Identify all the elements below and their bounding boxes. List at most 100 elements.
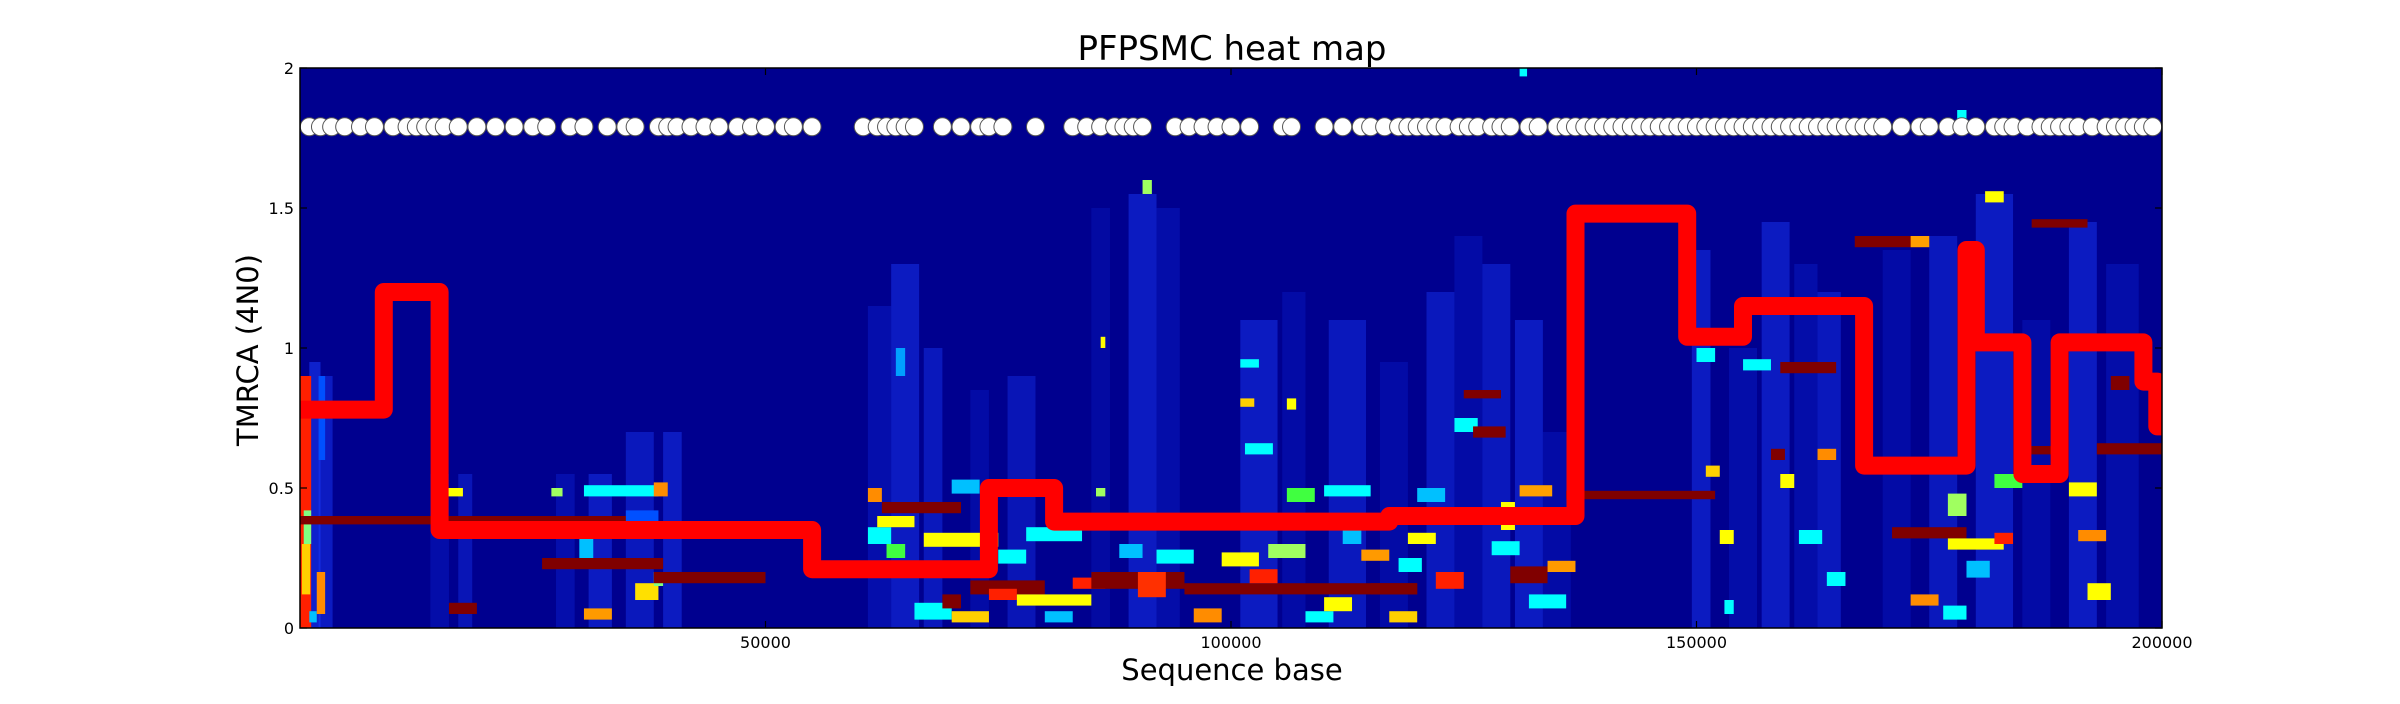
heatmap-cell <box>1096 488 1106 497</box>
heatmap-cell <box>1142 180 1152 194</box>
heatmap-cell <box>1342 530 1362 544</box>
x-axis-label: Sequence base <box>1121 653 1342 687</box>
site-marker <box>1500 117 1520 137</box>
heatmap-cell <box>1966 560 1990 578</box>
heatmap-cell <box>2110 376 2130 390</box>
x-tick-label: 150000 <box>1666 633 1727 652</box>
x-tick-label: 50000 <box>740 633 791 652</box>
heatmap-streak <box>923 348 943 628</box>
heatmap-cell <box>2087 583 2111 600</box>
site-marker <box>504 117 524 137</box>
heatmap-cell <box>542 558 664 570</box>
heatmap-cell <box>1389 611 1418 623</box>
site-marker <box>1966 117 1986 137</box>
heatmap-streak <box>1328 320 1366 628</box>
heatmap-cell <box>1361 549 1390 561</box>
heatmap-cell <box>1305 611 1334 623</box>
heatmap-cell <box>653 572 766 584</box>
heatmap-cell <box>1072 577 1106 589</box>
heatmap-cell <box>1286 398 1297 410</box>
site-marker <box>1873 117 1893 137</box>
heatmap-cell <box>2031 219 2088 228</box>
heatmap-cell <box>1370 583 1418 595</box>
heatmap-cell <box>316 572 326 614</box>
site-marker <box>1528 117 1548 137</box>
heatmap-cell <box>1221 552 1259 567</box>
site-marker <box>904 117 924 137</box>
heatmap-cell <box>1268 544 1306 558</box>
heatmap-streak <box>2068 222 2097 628</box>
heatmap-cell <box>579 538 594 558</box>
heatmap-streak <box>1882 250 1911 628</box>
site-marker <box>2143 117 2162 137</box>
heatmap-cell <box>1947 538 2004 550</box>
site-marker <box>756 117 775 137</box>
heatmap-cell <box>1547 560 1576 572</box>
site-marker <box>1240 117 1260 137</box>
heatmap-cell <box>1119 544 1143 558</box>
heatmap-streak <box>588 474 612 628</box>
heatmap-cell <box>942 594 962 609</box>
y-tick-label: 2 <box>284 59 294 78</box>
heatmap-cell <box>1528 594 1567 609</box>
heatmap-streak <box>867 306 892 628</box>
site-marker <box>448 117 468 137</box>
heatmap-cell <box>1398 558 1422 572</box>
heatmap-cell <box>1026 527 1083 542</box>
y-tick-label: 0 <box>284 619 294 638</box>
heatmap-cell <box>1244 443 1273 455</box>
heatmap-cell <box>309 611 317 623</box>
site-marker <box>335 117 355 137</box>
heatmap-cell <box>1249 569 1278 584</box>
heatmap-cell <box>2096 443 2162 455</box>
heatmap-cell <box>1780 474 1795 488</box>
heatmap-cell <box>1719 530 1734 544</box>
heatmap-cell <box>1510 566 1548 584</box>
heatmap-cell <box>300 516 645 525</box>
site-marker <box>951 117 971 137</box>
site-marker <box>802 117 822 137</box>
y-tick-label: 1 <box>284 339 294 358</box>
site-marker <box>1314 117 1334 137</box>
heatmap-cell <box>1566 490 1716 500</box>
heatmap-streak <box>1091 208 1110 628</box>
heatmap-cell <box>653 482 668 497</box>
heatmap-cell <box>1780 362 1837 374</box>
heatmap-cell <box>2022 446 2060 455</box>
axes: 50000 100000 150000 200000 0 0.5 1 1.5 2 <box>269 59 2193 652</box>
heatmap-cell <box>583 608 612 620</box>
heatmap-cell <box>1910 594 1939 606</box>
heatmap-cell <box>303 510 312 544</box>
heatmap-cell <box>1943 605 1967 620</box>
site-marker <box>993 117 1013 137</box>
heatmap-streak <box>1128 194 1157 628</box>
heatmap-cell <box>877 516 915 528</box>
heatmap-cell <box>1454 418 1478 432</box>
heatmap-cell <box>1286 488 1315 502</box>
heatmap-cell <box>1016 594 1092 606</box>
chart-title: PFPSMC heat map <box>1077 29 1386 69</box>
heatmap-cell <box>1435 572 1464 589</box>
heatmap-cell <box>301 544 311 595</box>
heatmap-cell <box>1407 532 1436 544</box>
y-tick-label: 0.5 <box>269 479 294 498</box>
site-marker <box>1221 117 1241 137</box>
heatmap-cell <box>1910 236 1930 248</box>
heatmap-cell <box>1957 110 1967 124</box>
heatmap-cell <box>635 583 659 600</box>
x-tick-label: 200000 <box>2131 633 2192 652</box>
heatmap-streak <box>309 362 321 628</box>
heatmap-cell <box>1817 448 1837 460</box>
heatmap-cell <box>2068 482 2097 497</box>
heatmap-cell <box>867 527 892 544</box>
heatmap-cell <box>1854 236 1920 248</box>
heatmap-cell <box>583 485 659 497</box>
site-marker <box>932 117 952 137</box>
heatmap-cell <box>1193 608 1222 623</box>
heatmap-cell <box>1947 493 1967 516</box>
site-marker <box>783 117 803 137</box>
heatmap-cell <box>1491 541 1520 556</box>
heatmap-cell <box>1324 597 1353 612</box>
